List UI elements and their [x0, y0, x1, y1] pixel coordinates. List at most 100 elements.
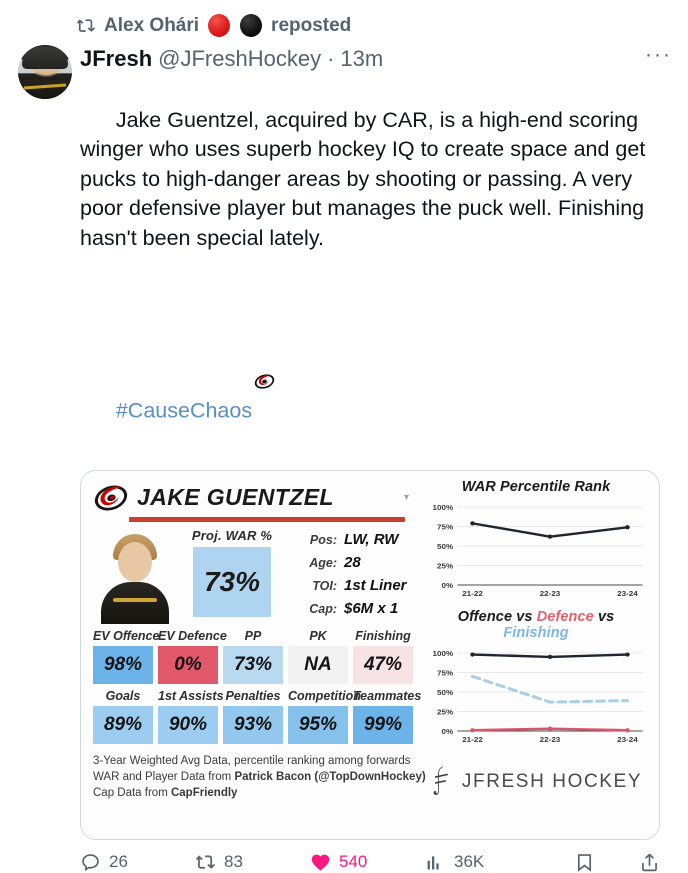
- avatar[interactable]: [18, 45, 72, 99]
- card-footnotes: 3-Year Weighted Avg Data, percentile ran…: [93, 753, 426, 801]
- stat-value: 47%: [353, 645, 413, 684]
- player-headshot: [93, 528, 177, 624]
- repost-author-name[interactable]: Alex Ohári: [104, 14, 200, 36]
- like-button[interactable]: 540: [310, 852, 425, 873]
- meta-key: Age:: [309, 555, 337, 570]
- player-card-header: JAKE GUENTZEL ▾: [93, 481, 413, 515]
- stat-label: Finishing: [355, 628, 411, 643]
- svg-text:21-22: 21-22: [462, 589, 483, 598]
- footnote-text: Cap Data from: [93, 786, 171, 799]
- repost-button[interactable]: 83: [195, 852, 310, 873]
- meta-value: 1st Liner: [344, 576, 407, 594]
- header-rule: [129, 516, 405, 522]
- meta-value: 28: [344, 553, 361, 571]
- svg-text:0%: 0%: [441, 727, 453, 736]
- stat-value: 90%: [158, 705, 218, 744]
- like-count: 540: [339, 852, 368, 871]
- share-button[interactable]: [639, 852, 660, 873]
- author-display-name[interactable]: JFresh: [80, 46, 153, 71]
- chart-1-svg: 0% 25% 50% 75% 100% 21-22 22-23 23-24: [433, 503, 643, 598]
- footnote-line: WAR and Player Data from Patrick Bacon (…: [93, 769, 426, 785]
- views-count: 36K: [454, 852, 485, 871]
- bookmark-button[interactable]: [574, 852, 595, 873]
- chart-2-svg: 0% 25% 50% 75% 100% 21-22 22-23 23-24: [433, 649, 643, 744]
- chart-2-title-sep1: vs: [512, 608, 537, 625]
- stat-cell-teammates: Teammates 99%: [353, 689, 421, 744]
- svg-text:100%: 100%: [433, 503, 454, 512]
- stat-cell-pp: PP 73%: [223, 629, 283, 684]
- chart-2-title-defence: Defence: [536, 608, 594, 625]
- stat-value: NA: [288, 645, 348, 684]
- jfresh-brand: JFRESH HOCKEY: [423, 765, 649, 799]
- footnote-line: Cap Data from CapFriendly: [93, 785, 413, 801]
- reply-count: 26: [109, 852, 128, 871]
- meta-key: Pos:: [309, 532, 337, 547]
- author-handle[interactable]: @JFreshHockey: [158, 46, 322, 71]
- more-options-icon[interactable]: ···: [645, 43, 672, 66]
- svg-text:100%: 100%: [433, 649, 454, 658]
- meta-row: Age: 28: [295, 554, 413, 571]
- chart-2-title: Offence vs Defence vs Finishing: [423, 609, 649, 641]
- svg-text:25%: 25%: [437, 707, 453, 716]
- views-button[interactable]: 36K: [425, 852, 540, 873]
- chevron-down-icon: ▾: [403, 492, 409, 503]
- tweet: JFresh @JFreshHockey · 13m ··· Jake Guen…: [0, 43, 688, 840]
- svg-text:50%: 50%: [437, 542, 453, 551]
- carolina-hurricanes-logo-icon: [254, 312, 275, 389]
- tweet-header: JFresh @JFreshHockey · 13m ···: [80, 43, 674, 73]
- reply-icon: [82, 853, 99, 871]
- svg-text:21-22: 21-22: [462, 735, 483, 744]
- svg-text:23-24: 23-24: [617, 589, 638, 598]
- repost-header: Alex Ohári reposted: [0, 0, 688, 43]
- stat-label: Goals: [105, 688, 141, 703]
- retweet-icon: [195, 854, 216, 869]
- timestamp[interactable]: 13m: [340, 46, 384, 71]
- stat-label: 1st Assists: [158, 688, 224, 703]
- stat-cell-penalties: Penalties 93%: [223, 689, 283, 744]
- svg-text:75%: 75%: [437, 668, 453, 677]
- tweet-media-card[interactable]: JAKE GUENTZEL ▾ Proj. WAR %: [80, 469, 660, 840]
- repost-label: reposted: [271, 14, 352, 36]
- chart-2-title-sep2: vs: [593, 608, 615, 625]
- red-circle-emoji: [208, 14, 231, 37]
- hashtag-link[interactable]: #CauseChaos: [115, 398, 253, 423]
- tweet-action-bar: 26 83 540 36K: [0, 840, 688, 873]
- repost-count: 83: [224, 852, 243, 871]
- stat-value: 99%: [353, 705, 413, 744]
- footnote-line: 3-Year Weighted Avg Data, percentile ran…: [93, 753, 413, 769]
- chart-1-title: WAR Percentile Rank: [461, 478, 611, 495]
- analytics-icon: [427, 855, 439, 869]
- meta-row: Pos: LW, RW: [295, 531, 413, 548]
- reply-button[interactable]: 26: [80, 852, 195, 873]
- brand-name: JFRESH HOCKEY: [461, 770, 643, 792]
- meta-value: LW, RW: [344, 530, 399, 548]
- svg-text:22-23: 22-23: [540, 735, 561, 744]
- stat-value: 89%: [93, 705, 153, 744]
- footnote-text: WAR and Player Data from: [93, 770, 235, 783]
- chart-2-title-finishing: Finishing: [503, 624, 569, 641]
- meta-row: TOI: 1st Liner: [295, 577, 413, 594]
- stat-cell-ev-offence: EV Offence 98%: [93, 629, 159, 684]
- stat-value: 98%: [93, 645, 153, 684]
- svg-text:75%: 75%: [437, 522, 453, 531]
- stat-grid-row-1: EV Offence 98% EV Defence 0% PP 73% PK: [93, 629, 413, 684]
- proj-war-value: 73%: [193, 546, 271, 617]
- player-name: JAKE GUENTZEL: [137, 484, 334, 510]
- jfresh-logo-icon: [433, 765, 448, 795]
- avatar-column: [18, 43, 80, 840]
- bookmark-icon: [577, 853, 592, 872]
- heart-icon: [311, 854, 330, 871]
- stat-cell-1st-assists: 1st Assists 90%: [158, 688, 224, 744]
- carolina-hurricanes-logo: [93, 484, 129, 512]
- player-info-band: Proj. WAR % 73% Pos: LW, RW Age: 28: [93, 528, 413, 624]
- footnote-credit: Patrick Bacon (@TopDownHockey): [234, 770, 426, 783]
- stat-cell-ev-defence: EV Defence 0%: [158, 629, 227, 684]
- stat-cell-competition: Competition 95%: [288, 688, 361, 744]
- stat-grid-row-2: Goals 89% 1st Assists 90% Penalties 93%: [93, 688, 421, 744]
- stat-label: Competition: [288, 688, 361, 703]
- svg-text:50%: 50%: [437, 688, 453, 697]
- meta-key: TOI:: [312, 578, 337, 593]
- tweet-content: JFresh @JFreshHockey · 13m ··· Jake Guen…: [80, 43, 674, 840]
- chart-1: 0% 25% 50% 75% 100% 21-22 22-23 23-24: [423, 497, 649, 609]
- player-card-left: JAKE GUENTZEL ▾ Proj. WAR %: [81, 471, 426, 839]
